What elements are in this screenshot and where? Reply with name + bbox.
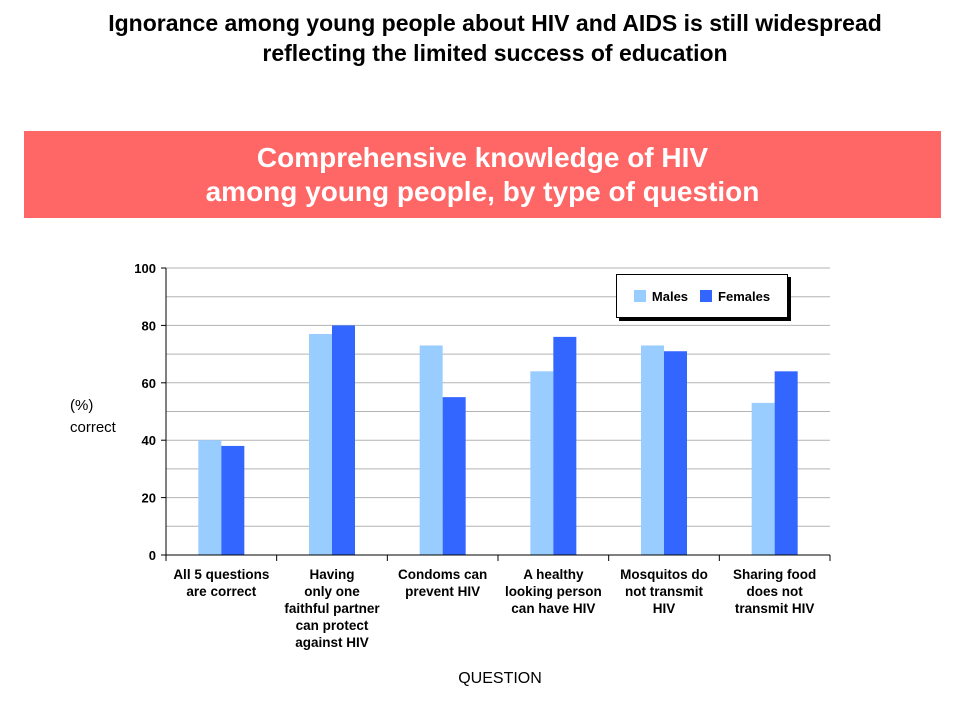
y-tick-label: 80	[142, 318, 156, 333]
bar-males-3	[419, 345, 443, 555]
bar-females-5	[664, 351, 687, 555]
y-axis-label-line-2: correct	[70, 419, 116, 436]
bar-females-4	[553, 336, 577, 555]
bar-females-6	[774, 371, 798, 555]
legend-swatch-males	[633, 290, 646, 302]
bar-males-5	[641, 345, 664, 555]
legend-label-males: Males	[651, 288, 689, 304]
y-axis-label-line-1: (%)	[70, 397, 94, 414]
banner-line-1: Comprehensive knowledge of HIV	[256, 141, 709, 173]
legend-item-females: Females	[700, 289, 770, 304]
bar-females-1	[221, 445, 245, 555]
slide-title: Ignorance among young people about HIV a…	[30, 8, 960, 68]
x-tick-label: A healthy looking person can have HIV	[504, 567, 602, 616]
slide-title-line-1: Ignorance among young people about HIV a…	[108, 10, 882, 36]
slide-title-line-2: reflecting the limited success of educat…	[262, 40, 728, 66]
x-axis-title: QUESTION	[458, 670, 542, 687]
y-axis-label: (%) correct	[70, 395, 116, 439]
bar-females-2	[332, 325, 355, 555]
x-tick-label: All 5 questions are correct	[173, 567, 270, 599]
bar-males-6	[751, 402, 775, 555]
bar-females-3	[442, 397, 466, 555]
y-tick-label: 60	[142, 376, 156, 391]
x-tick-label: Condoms can prevent HIV	[398, 567, 488, 599]
bar-males-2	[309, 334, 332, 555]
y-tick-label: 0	[149, 548, 156, 563]
y-tick-label: 100	[134, 261, 156, 276]
y-tick-label: 40	[142, 433, 156, 448]
bar-males-4	[530, 371, 554, 555]
banner-line-2: among young people, by type of question	[205, 175, 760, 207]
x-tick-label: Having only one faithful partner can pro…	[284, 567, 380, 650]
x-axis-title-wrap: QUESTION	[0, 669, 960, 689]
x-tick-label: Sharing food does not transmit HIV	[733, 567, 817, 616]
legend-swatch-females	[700, 290, 713, 302]
chart-banner: Comprehensive knowledge of HIV among you…	[24, 131, 941, 218]
legend: Males Females	[616, 274, 788, 318]
legend-label-females: Females	[718, 288, 771, 304]
x-tick-label: Mosquitos do not transmit HIV	[620, 567, 708, 616]
y-tick-label: 20	[142, 491, 156, 506]
legend-item-males: Males	[633, 288, 689, 304]
bar-males-1	[198, 440, 222, 555]
